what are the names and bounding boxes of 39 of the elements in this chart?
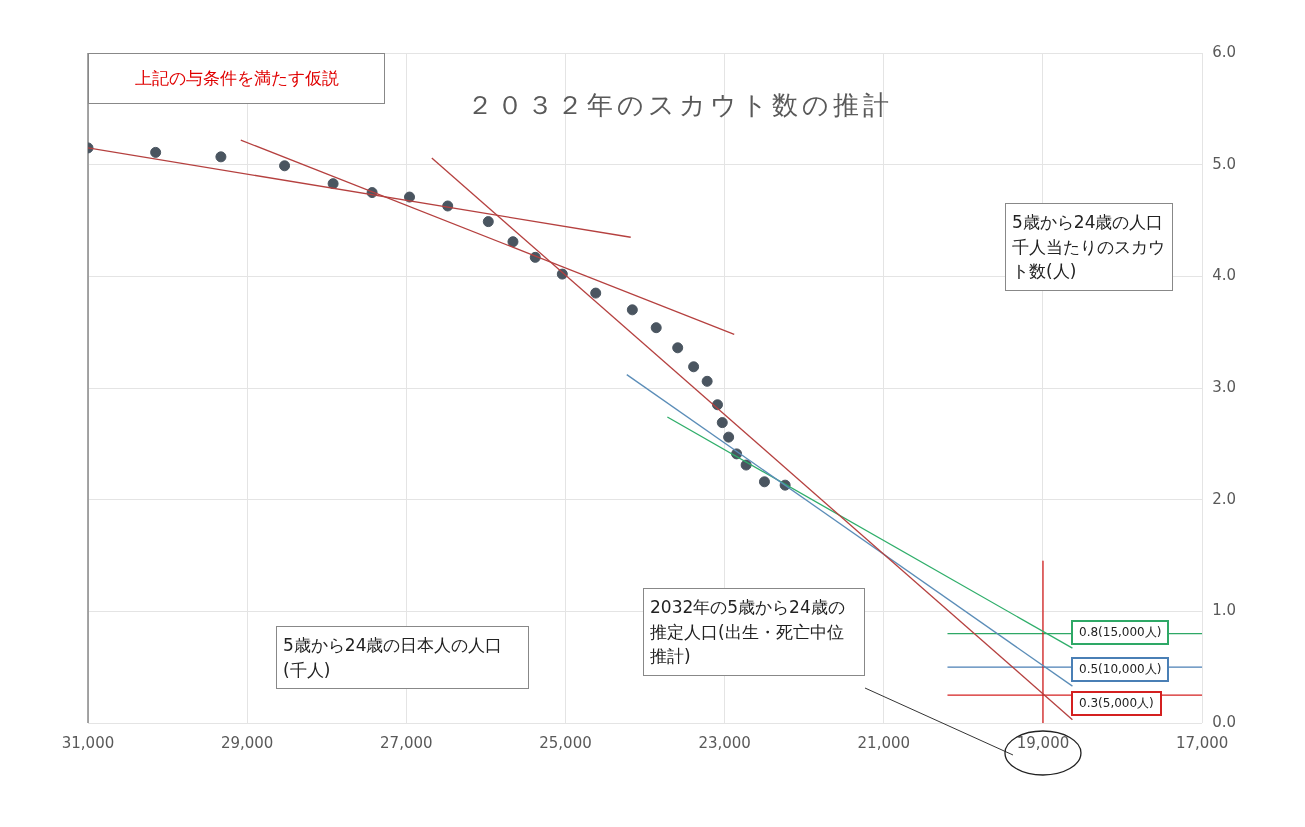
point bbox=[672, 342, 684, 354]
x-tick-label: 23,000 bbox=[698, 733, 751, 752]
point bbox=[404, 191, 416, 203]
x-tick-label: 17,000 bbox=[1175, 733, 1229, 752]
point bbox=[327, 178, 339, 190]
text: ２０３２年のスカウト数の推計 bbox=[466, 89, 894, 122]
point bbox=[701, 375, 713, 387]
point bbox=[507, 236, 519, 248]
point bbox=[590, 287, 602, 299]
y-tick-label: 3.0 bbox=[1212, 377, 1236, 396]
x-tick-label: 31,000 bbox=[61, 733, 115, 752]
y-tick-label: 6.0 bbox=[1212, 42, 1236, 61]
y-tick-label: 4.0 bbox=[1212, 266, 1236, 285]
point bbox=[688, 361, 700, 373]
y-tick-label: 0.0 bbox=[1212, 712, 1236, 731]
text-box: 上記の与条件を満たす仮説 bbox=[88, 53, 385, 104]
text-box: 0.3(5,000人) bbox=[1071, 691, 1162, 716]
y-tick-label: 1.0 bbox=[1212, 601, 1236, 620]
text-box: 5歳から24歳の人口千人当たりのスカウト数(人) bbox=[1005, 203, 1173, 291]
point bbox=[723, 431, 735, 443]
point bbox=[758, 476, 770, 488]
x-tick-label: 19,000 bbox=[1016, 733, 1070, 752]
point bbox=[626, 304, 638, 316]
point bbox=[482, 216, 494, 228]
point bbox=[150, 146, 162, 158]
point bbox=[716, 417, 728, 429]
y-tick-label: 5.0 bbox=[1212, 154, 1236, 173]
text-box: 5歳から24歳の日本人の人口(千人) bbox=[276, 626, 529, 690]
x-tick-label: 29,000 bbox=[220, 733, 274, 752]
text-box: 0.5(10,000人) bbox=[1071, 657, 1170, 682]
y-tick-label: 2.0 bbox=[1212, 489, 1236, 508]
x-tick-label: 25,000 bbox=[539, 733, 592, 752]
point bbox=[279, 160, 291, 172]
x-tick-label: 21,000 bbox=[857, 733, 911, 752]
point bbox=[215, 151, 227, 163]
text-box: 2032年の5歳から24歳の推定人口(出生・死亡中位推計) bbox=[643, 588, 865, 676]
x-tick-label: 27,000 bbox=[380, 733, 433, 752]
point bbox=[650, 322, 662, 334]
text-box: 0.8(15,000人) bbox=[1071, 620, 1170, 645]
